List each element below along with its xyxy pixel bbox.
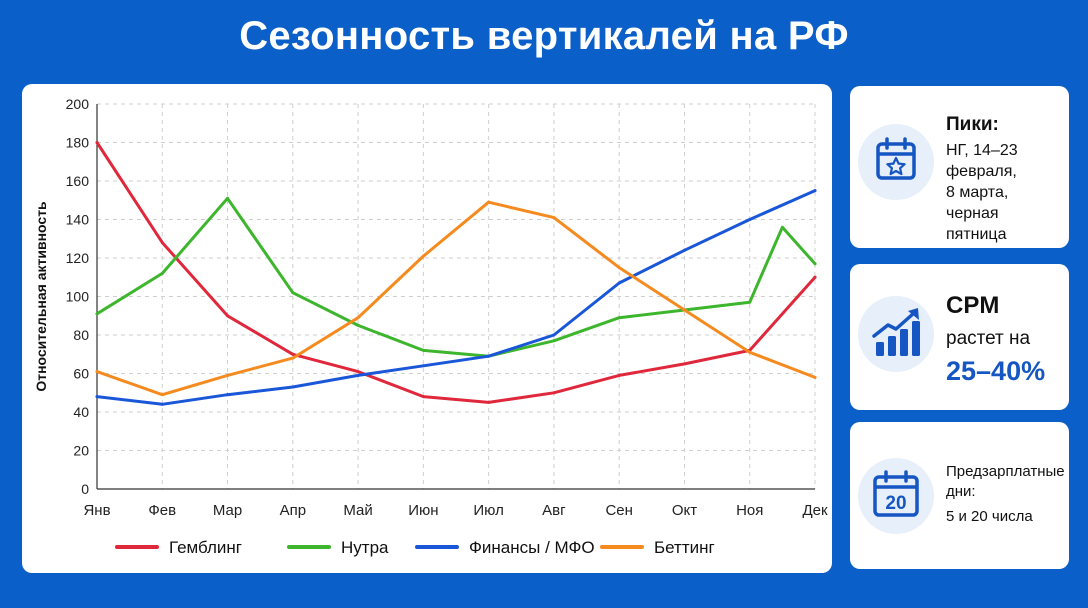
data-point-2-10 [748, 218, 752, 221]
data-point-1-2 [226, 196, 230, 200]
data-point-3-8 [617, 266, 621, 270]
data-point-1-10 [748, 300, 752, 304]
data-point-3-5 [421, 254, 425, 258]
legend-label-1: Нутра [341, 538, 389, 557]
peaks-text: НГ, 14–23 февраля, 8 марта, черная пятни… [946, 142, 1018, 243]
peaks-title: Пики: [946, 114, 999, 135]
data-point-3-2 [226, 373, 230, 377]
payday-title: Предзарплатные дни: [946, 463, 1065, 500]
x-tick-label: Фев [148, 502, 176, 519]
y-tick-label: 100 [66, 289, 90, 305]
legend: Гемблинг Нутра Финансы / МФО Беттинг [115, 538, 715, 557]
data-point-0-0 [95, 141, 99, 144]
data-point-1-4 [356, 323, 360, 327]
y-tick-label: 160 [66, 173, 90, 189]
peaks-card: Пики: НГ, 14–23 февраля, 8 марта, черная… [850, 86, 1069, 248]
x-tick-label: Окт [672, 502, 697, 519]
data-point-2-6 [487, 354, 491, 358]
axes: 0 20 40 60 80 100 120 140 160 180 200 Янв Фев Мар Апр М… [33, 96, 828, 519]
data-point-0-11 [813, 275, 817, 279]
y-axis-label: Относительная активность [33, 201, 49, 392]
line-chart: 0 20 40 60 80 100 120 140 160 180 200 Янв Фев Мар Апр М… [33, 96, 828, 557]
data-point-3-10 [748, 350, 752, 354]
data-point-1-11 [813, 262, 817, 266]
data-point-3-4 [356, 316, 360, 320]
data-point-3-6 [487, 200, 491, 204]
data-point-2-0 [95, 395, 99, 399]
page-title: Сезонность вертикалей на РФ [239, 14, 849, 58]
data-point-0-4 [356, 370, 360, 374]
cpm-title: CPM [946, 292, 1000, 319]
cpm-value: 25–40% [946, 356, 1046, 386]
grid [97, 103, 816, 489]
data-point-3-3 [291, 356, 295, 360]
data-point-3-0 [95, 370, 99, 374]
payday-text: 5 и 20 числа [946, 508, 1033, 525]
legend-label-0: Гемблинг [169, 538, 242, 557]
y-tick-label: 20 [73, 443, 89, 459]
data-point-0-9 [682, 362, 686, 366]
x-tick-label: Июн [408, 502, 438, 519]
x-tick-label: Янв [83, 502, 110, 519]
data-point-3-1 [160, 393, 164, 397]
data-point-2-9 [682, 248, 686, 252]
y-tick-label: 80 [73, 327, 89, 343]
legend-label-2: Финансы / МФО [469, 538, 595, 557]
cpm-card: CPM растет на 25–40% [850, 264, 1069, 410]
data-point-2-7 [552, 333, 556, 337]
legend-label-3: Беттинг [654, 538, 715, 557]
data-point-0-1 [160, 241, 164, 245]
data-point-2-8 [617, 281, 621, 285]
data-point-0-3 [291, 352, 295, 356]
y-tick-label: 0 [81, 481, 89, 497]
chart-card: 0 20 40 60 80 100 120 140 160 180 200 Янв Фев Мар Апр М… [22, 84, 832, 573]
data-point-2-5 [421, 364, 425, 368]
data-point-0-6 [487, 400, 491, 404]
series-lines [95, 141, 817, 406]
data-point-3-7 [552, 216, 556, 220]
data-point-0-2 [226, 314, 230, 318]
y-tick-label: 140 [66, 212, 90, 228]
x-tick-label: Май [343, 502, 372, 519]
data-point-0-7 [552, 391, 556, 395]
payday-card: 20 Предзарплатные дни: 5 и 20 числа [850, 422, 1069, 569]
cpm-subtitle: растет на [946, 328, 1031, 349]
data-point-2-2 [226, 393, 230, 397]
y-tick-label: 40 [73, 404, 89, 420]
x-tick-label: Авг [542, 502, 566, 519]
data-point-3-11 [813, 375, 817, 379]
series-line-2 [95, 189, 817, 406]
x-tick-label: Сен [605, 502, 632, 519]
series-line-0 [95, 141, 817, 404]
calendar-number: 20 [885, 493, 906, 514]
data-point-1-3 [291, 291, 295, 295]
data-point-2-11 [813, 189, 817, 193]
data-point-0-8 [617, 373, 621, 377]
data-point-1-0 [95, 312, 99, 316]
data-point-2-4 [356, 373, 360, 377]
x-tick-label: Июл [473, 502, 503, 519]
data-point-0-5 [421, 395, 425, 399]
data-point-1-8 [617, 316, 621, 320]
calendar-star-icon [858, 124, 934, 200]
series-line-3 [95, 200, 817, 397]
data-point-2-3 [291, 385, 295, 389]
calendar-20-icon: 20 [858, 458, 934, 534]
x-tick-label: Апр [280, 502, 306, 519]
y-tick-label: 120 [66, 250, 90, 266]
data-point-1-1 [160, 271, 164, 275]
x-tick-label: Дек [802, 502, 828, 519]
series-line-1 [95, 196, 817, 358]
growth-chart-icon [858, 296, 934, 372]
x-tick-label: Мар [213, 502, 242, 519]
data-point-2-1 [160, 402, 164, 406]
y-tick-label: 60 [73, 366, 89, 382]
data-point-3-9 [682, 308, 686, 312]
y-tick-label: 180 [66, 135, 90, 151]
x-tick-label: Ноя [736, 502, 763, 519]
y-tick-label: 200 [66, 96, 90, 112]
data-point-1-7 [552, 339, 556, 343]
data-point-1-5 [421, 348, 425, 352]
